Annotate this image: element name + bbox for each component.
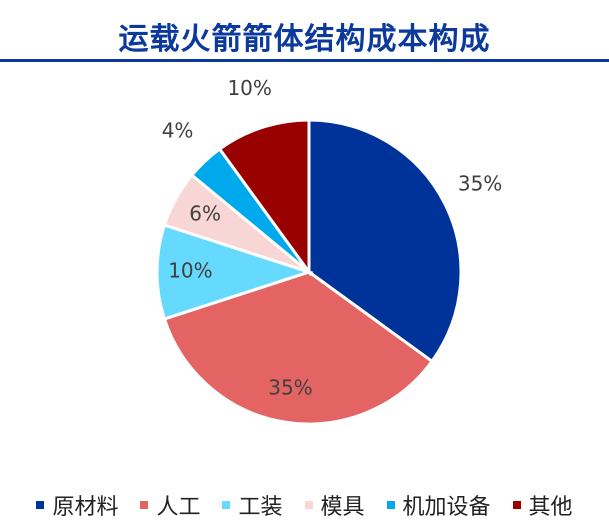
legend-swatch (222, 501, 231, 509)
legend-item-4: 机加设备 (386, 489, 491, 521)
legend-label: 工装 (238, 495, 283, 520)
pie-chart: 35% 35% 10% 6% 4% 10% (155, 76, 502, 426)
legend-label: 机加设备 (402, 495, 491, 520)
legend-swatch (36, 501, 45, 509)
data-label-0: 35% (458, 171, 502, 195)
legend-label: 其他 (528, 495, 573, 520)
data-label-3: 6% (189, 201, 221, 225)
legend-label: 人工 (156, 495, 201, 520)
data-label-5: 10% (227, 76, 271, 100)
pie-slice-2 (155, 223, 314, 321)
legend-swatch (140, 501, 149, 509)
legend-item-1: 人工 (140, 489, 200, 521)
legend-swatch (386, 501, 395, 509)
chart-legend: 原材料 人工 工装 模具 机加设备 其他 (0, 488, 609, 522)
data-label-2: 10% (168, 259, 212, 283)
pie-slice-5 (217, 118, 311, 277)
pie-slice-0 (307, 118, 463, 364)
legend-label: 原材料 (52, 495, 119, 520)
data-label-1: 35% (268, 376, 312, 400)
legend-item-0: 原材料 (36, 489, 118, 521)
legend-swatch (304, 501, 313, 509)
title-underline (0, 59, 609, 62)
legend-swatch (512, 501, 521, 509)
legend-item-5: 其他 (512, 489, 573, 521)
legend-item-2: 工装 (222, 489, 283, 521)
legend-item-3: 模具 (304, 489, 365, 521)
chart-title: 运载火箭箭体结构成本构成 (118, 22, 491, 57)
data-label-4: 4% (162, 119, 194, 143)
legend-label: 模具 (320, 495, 365, 520)
pie-slice-1 (162, 270, 435, 426)
